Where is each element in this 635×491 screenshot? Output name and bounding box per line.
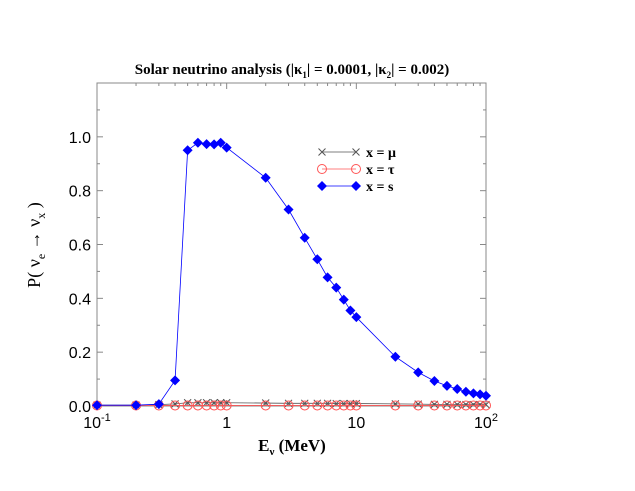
diamond-marker bbox=[299, 232, 310, 243]
series-2 bbox=[92, 137, 491, 411]
diamond-marker bbox=[260, 172, 271, 183]
circle-marker bbox=[338, 400, 349, 411]
circle-marker bbox=[441, 400, 452, 411]
diamond-marker bbox=[92, 400, 102, 411]
x-axis-label: Eν (MeV) bbox=[258, 436, 326, 458]
x-tick-label: 10 bbox=[347, 415, 365, 432]
diamond-marker bbox=[312, 254, 323, 265]
y-tick-label: 0.6 bbox=[69, 238, 91, 255]
circle-marker bbox=[283, 400, 294, 411]
legend-label: x = s bbox=[366, 180, 394, 195]
diamond-marker bbox=[413, 367, 424, 378]
diamond-marker bbox=[153, 399, 164, 410]
cross-marker bbox=[318, 148, 326, 156]
diamond-marker bbox=[209, 139, 220, 150]
cross-marker bbox=[352, 148, 360, 156]
legend-label: x = μ bbox=[366, 146, 396, 161]
diamond-marker bbox=[170, 375, 181, 386]
diamond-marker bbox=[283, 204, 294, 215]
y-tick-label: 0.0 bbox=[69, 399, 91, 416]
diamond-marker bbox=[201, 139, 212, 150]
diamond-marker bbox=[481, 390, 491, 401]
diamond-marker bbox=[429, 375, 440, 386]
y-tick-label: 1.0 bbox=[69, 130, 91, 147]
circle-marker bbox=[351, 400, 362, 411]
y-axis-label: P( νe → νx ) bbox=[24, 202, 48, 288]
cross-marker bbox=[453, 400, 462, 409]
diamond-marker bbox=[468, 388, 479, 399]
diamond-marker bbox=[390, 351, 401, 362]
circle-marker bbox=[351, 164, 361, 174]
legend-label: x = τ bbox=[366, 163, 395, 178]
circle-marker bbox=[215, 400, 226, 411]
x-tick-label: 10-1 bbox=[83, 412, 111, 432]
circle-marker bbox=[468, 400, 479, 411]
diamond-marker bbox=[331, 282, 342, 293]
diamond-marker bbox=[221, 142, 232, 153]
circle-marker bbox=[201, 400, 212, 411]
circle-marker bbox=[209, 400, 220, 411]
circle-marker bbox=[475, 400, 486, 411]
series-line bbox=[97, 402, 486, 406]
diamond-marker bbox=[452, 384, 463, 395]
diamond-marker bbox=[192, 137, 203, 148]
cross-marker bbox=[430, 400, 439, 409]
x-tick-label: 102 bbox=[474, 412, 498, 432]
legend: x = μ x = τ x = s bbox=[317, 146, 396, 195]
diamond-marker bbox=[351, 181, 361, 191]
circle-marker bbox=[413, 400, 424, 411]
diamond-marker bbox=[351, 312, 362, 323]
diamond-marker bbox=[345, 305, 356, 316]
circle-marker bbox=[481, 400, 491, 411]
y-tick-label: 0.2 bbox=[69, 345, 91, 362]
series-line bbox=[97, 142, 487, 406]
y-tick-label: 0.4 bbox=[69, 291, 91, 308]
diamond-marker bbox=[441, 380, 452, 391]
circle-marker bbox=[460, 400, 471, 411]
series-1 bbox=[92, 400, 491, 411]
diamond-marker bbox=[317, 181, 327, 191]
circle-marker bbox=[221, 400, 232, 411]
circle-marker bbox=[170, 400, 181, 411]
diamond-marker bbox=[338, 294, 349, 305]
diamond-marker bbox=[460, 386, 471, 397]
circle-marker bbox=[260, 400, 271, 411]
diamond-marker bbox=[131, 400, 142, 411]
circle-marker bbox=[390, 400, 401, 411]
circle-marker bbox=[182, 400, 193, 411]
circle-marker bbox=[331, 400, 342, 411]
circle-marker bbox=[429, 400, 440, 411]
chart-title: Solar neutrino analysis (|κ1| = 0.0001, … bbox=[135, 62, 449, 80]
x-tick-label: 1 bbox=[222, 415, 231, 432]
cross-marker bbox=[462, 400, 470, 409]
circle-marker bbox=[317, 164, 327, 174]
circle-marker bbox=[299, 400, 310, 411]
circle-marker bbox=[345, 400, 356, 411]
circle-marker bbox=[312, 400, 323, 411]
cross-marker bbox=[443, 400, 451, 409]
diamond-marker bbox=[182, 145, 193, 156]
y-tick-label: 0.8 bbox=[69, 184, 91, 201]
diamond-marker bbox=[215, 137, 226, 148]
plot-frame bbox=[96, 82, 487, 407]
diamond-marker bbox=[322, 272, 333, 283]
